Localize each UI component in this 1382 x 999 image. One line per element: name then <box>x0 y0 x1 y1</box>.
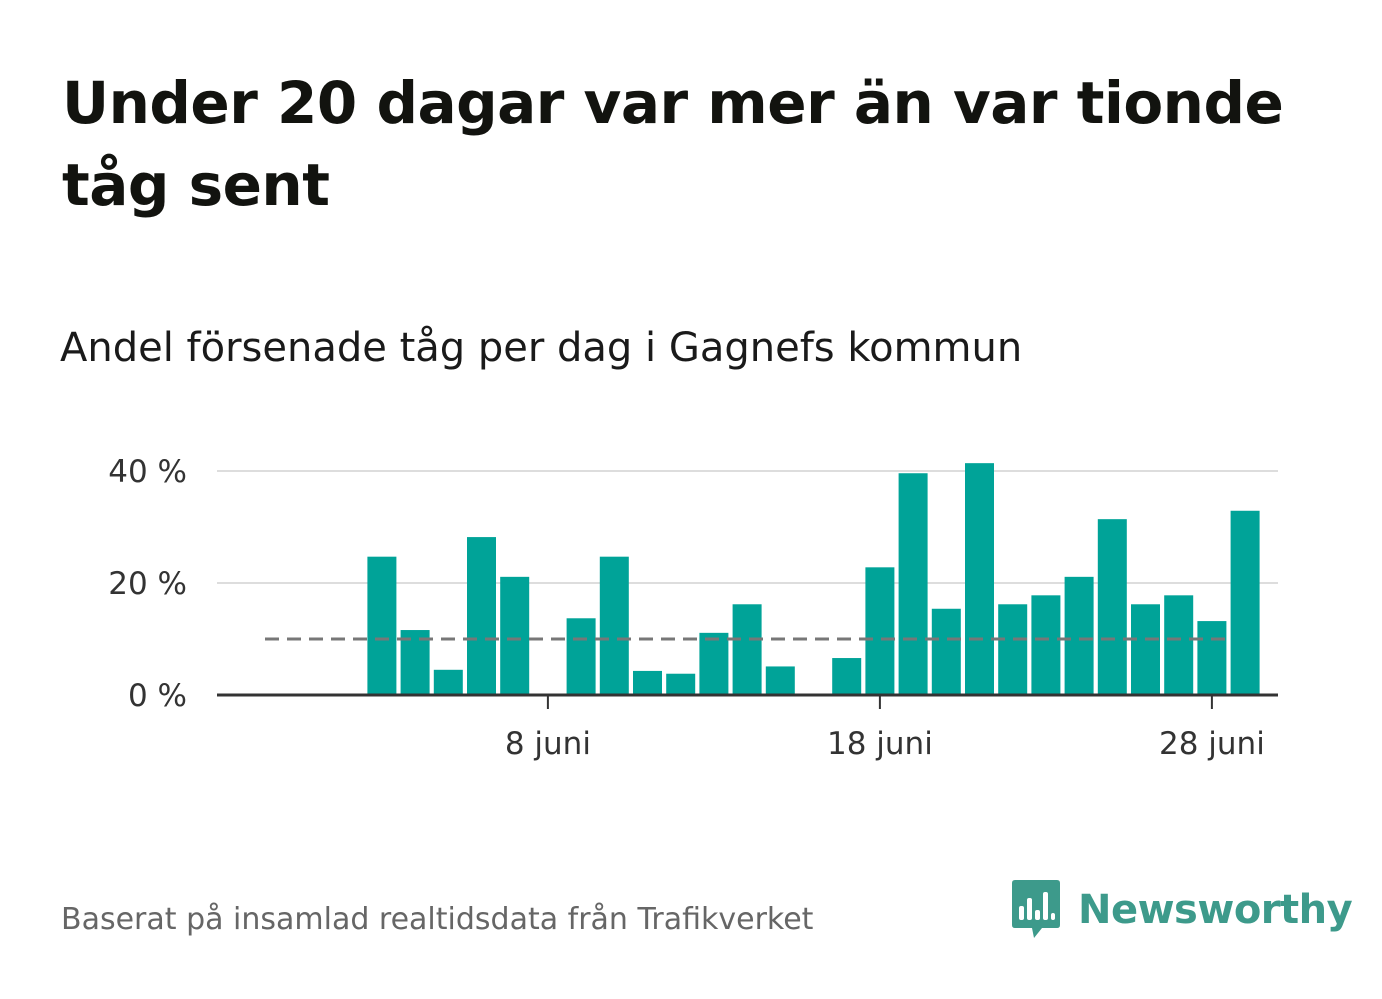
bar-2021-06-14 <box>732 604 762 695</box>
brand-logo: Newsworthy <box>1012 880 1353 940</box>
chart-title: Under 20 dagar var mer än var tionde tåg… <box>62 69 1284 219</box>
bar-2021-06-25 <box>1097 519 1127 695</box>
bar-2021-06-28 <box>1197 621 1227 695</box>
bar-2021-06-09 <box>566 618 596 695</box>
source-note: Baserat på insamlad realtidsdata från Tr… <box>61 902 814 937</box>
y-tick-label-40: 40 % <box>108 454 187 490</box>
bar-2021-06-15 <box>765 666 795 695</box>
bar-2021-06-06 <box>467 537 496 695</box>
x-tick-label-2021-06-18: 18 juni <box>827 726 933 762</box>
bar-2021-06-11 <box>633 670 662 695</box>
chart-subtitle: Andel försenade tåg per dag i Gagnefs ko… <box>60 325 1023 371</box>
bar-2021-06-27 <box>1164 595 1194 695</box>
bar-2021-06-04 <box>400 630 430 695</box>
bar-2021-06-10 <box>599 556 629 695</box>
x-tick-label-2021-06-08: 8 juni <box>505 726 591 762</box>
axes: 0 % 20 % 40 % 8 juni 18 juni 28 juni <box>108 454 1278 762</box>
bar-2021-06-13 <box>699 632 729 695</box>
bar-2021-06-19 <box>898 473 928 695</box>
bar-2021-06-22 <box>998 604 1028 695</box>
bar-2021-06-17 <box>832 658 862 695</box>
bar-2021-06-05 <box>433 669 463 695</box>
bar-2021-06-26 <box>1131 604 1160 695</box>
bar-2021-06-12 <box>666 673 696 695</box>
bar-2021-06-23 <box>1031 595 1061 695</box>
y-tick-label-0: 0 % <box>128 678 187 714</box>
bar-2021-06-18 <box>865 567 895 695</box>
y-tick-label-20: 20 % <box>108 566 187 602</box>
bar-2021-06-07 <box>500 576 530 695</box>
bar-2021-06-24 <box>1064 576 1094 695</box>
bar-2021-06-20 <box>931 608 961 695</box>
bar-2021-06-29 <box>1230 510 1260 695</box>
brand-name: Newsworthy <box>1078 887 1353 933</box>
bar-2021-06-03 <box>367 556 397 695</box>
bars <box>367 463 1260 695</box>
x-tick-label-2021-06-28: 28 juni <box>1159 726 1265 762</box>
newsworthy-logo-icon <box>1012 880 1060 938</box>
bar-2021-06-21 <box>965 463 994 695</box>
